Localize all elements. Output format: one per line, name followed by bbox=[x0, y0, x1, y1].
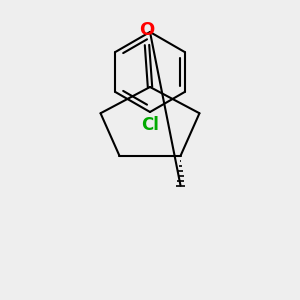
Text: O: O bbox=[140, 21, 154, 39]
Text: Cl: Cl bbox=[141, 116, 159, 134]
